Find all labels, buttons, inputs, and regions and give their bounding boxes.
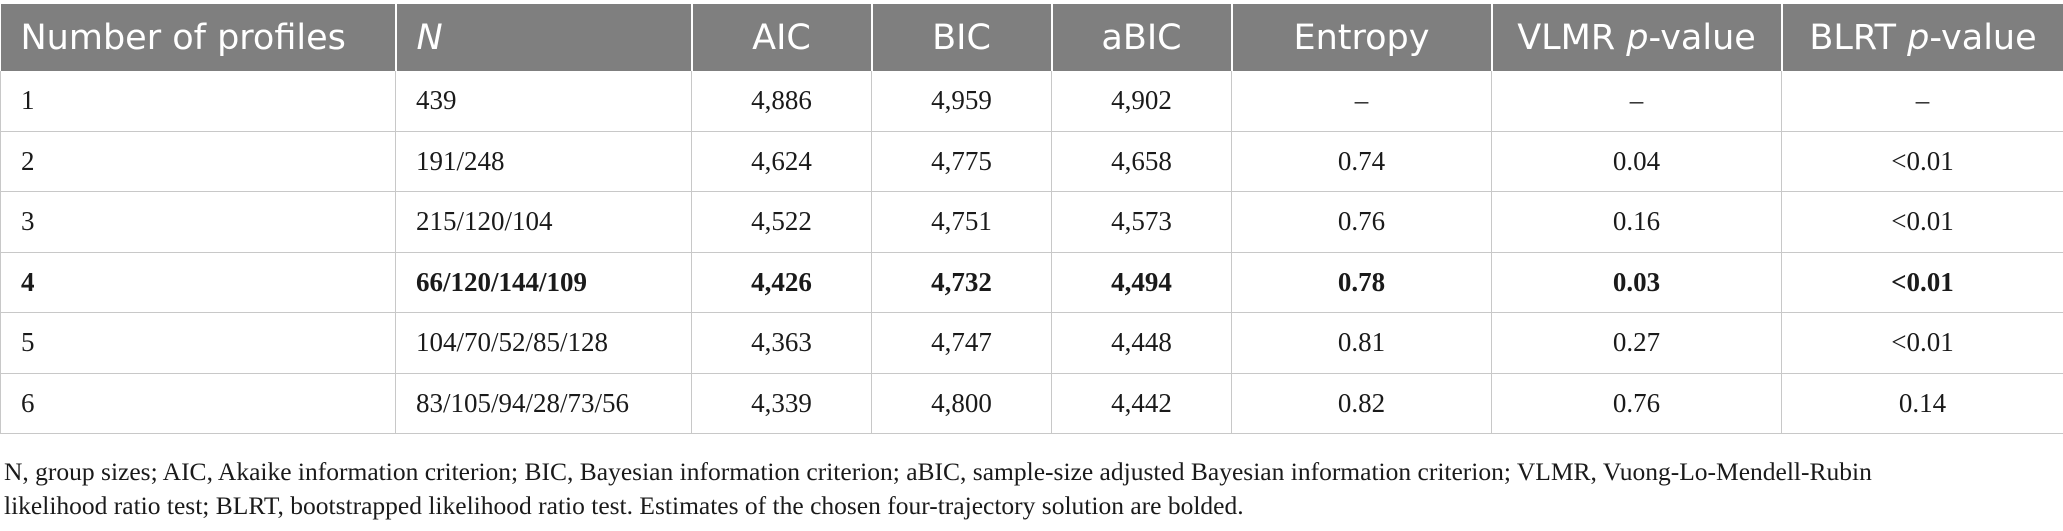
header-vlmr-p-value: VLMR p-value [1491,4,1783,71]
cell-n: 439 [395,71,692,132]
cell-profiles: 5 [0,312,396,374]
cell-n: 191/248 [395,131,692,192]
cell-abic: 4,573 [1051,191,1232,253]
cell-aic: 4,426 [691,252,872,313]
table-row: 5 104/70/52/85/128 4,363 4,747 4,448 0.8… [0,312,2063,374]
cell-aic: 4,886 [691,71,872,132]
cell-aic: 4,624 [691,131,872,192]
cell-profiles: 4 [0,252,396,313]
cell-bic: 4,959 [871,71,1052,132]
cell-abic: 4,442 [1051,373,1232,434]
model-fit-table: Number of profiles N AIC BIC aBIC Entrop… [0,4,2063,434]
cell-abic: 4,658 [1051,131,1232,192]
cell-entropy: 0.81 [1231,312,1492,374]
cell-vlmr: 0.16 [1491,191,1782,253]
header-entropy: Entropy [1231,4,1493,71]
cell-profiles: 2 [0,131,396,192]
cell-entropy: 0.74 [1231,131,1492,192]
table-row: 2 191/248 4,624 4,775 4,658 0.74 0.04 <0… [0,131,2063,192]
cell-vlmr: 0.04 [1491,131,1782,192]
cell-blrt: – [1781,71,2063,132]
cell-blrt: <0.01 [1781,252,2063,313]
header-abic: aBIC [1051,4,1233,71]
cell-abic: 4,448 [1051,312,1232,374]
cell-n: 104/70/52/85/128 [395,312,692,374]
cell-entropy: 0.82 [1231,373,1492,434]
cell-entropy: 0.78 [1231,252,1492,313]
cell-bic: 4,751 [871,191,1052,253]
cell-bic: 4,747 [871,312,1052,374]
cell-blrt: <0.01 [1781,191,2063,253]
cell-blrt: <0.01 [1781,131,2063,192]
table-row: 6 83/105/94/28/73/56 4,339 4,800 4,442 0… [0,373,2063,434]
table-container: Number of profiles N AIC BIC aBIC Entrop… [0,4,2063,434]
header-aic: AIC [691,4,873,71]
table-footnote: N, group sizes; AIC, Akaike information … [4,455,2054,523]
footnote-line: likelihood ratio test; BLRT, bootstrappe… [4,491,1244,520]
cell-blrt: <0.01 [1781,312,2063,374]
header-n: N [395,4,693,71]
cell-profiles: 1 [0,71,396,132]
cell-vlmr: 0.27 [1491,312,1782,374]
cell-n: 83/105/94/28/73/56 [395,373,692,434]
cell-abic: 4,494 [1051,252,1232,313]
table-row-selected-solution: 4 66/120/144/109 4,426 4,732 4,494 0.78 … [0,252,2063,313]
cell-abic: 4,902 [1051,71,1232,132]
cell-n: 215/120/104 [395,191,692,253]
cell-aic: 4,522 [691,191,872,253]
cell-profiles: 6 [0,373,396,434]
cell-profiles: 3 [0,191,396,253]
cell-vlmr: – [1491,71,1782,132]
cell-vlmr: 0.03 [1491,252,1782,313]
header-blrt-p-value: BLRT p-value [1781,4,2063,71]
cell-bic: 4,775 [871,131,1052,192]
header-row: Number of profiles N AIC BIC aBIC Entrop… [0,4,2063,71]
cell-blrt: 0.14 [1781,373,2063,434]
table-row: 3 215/120/104 4,522 4,751 4,573 0.76 0.1… [0,191,2063,253]
header-bic: BIC [871,4,1053,71]
footnote-line: N, group sizes; AIC, Akaike information … [4,457,1872,486]
cell-aic: 4,363 [691,312,872,374]
cell-n: 66/120/144/109 [395,252,692,313]
cell-entropy: 0.76 [1231,191,1492,253]
cell-bic: 4,800 [871,373,1052,434]
cell-entropy: – [1231,71,1492,132]
cell-aic: 4,339 [691,373,872,434]
cell-bic: 4,732 [871,252,1052,313]
header-number-of-profiles: Number of profiles [0,4,397,71]
table-row: 1 439 4,886 4,959 4,902 – – – [0,71,2063,132]
cell-vlmr: 0.76 [1491,373,1782,434]
